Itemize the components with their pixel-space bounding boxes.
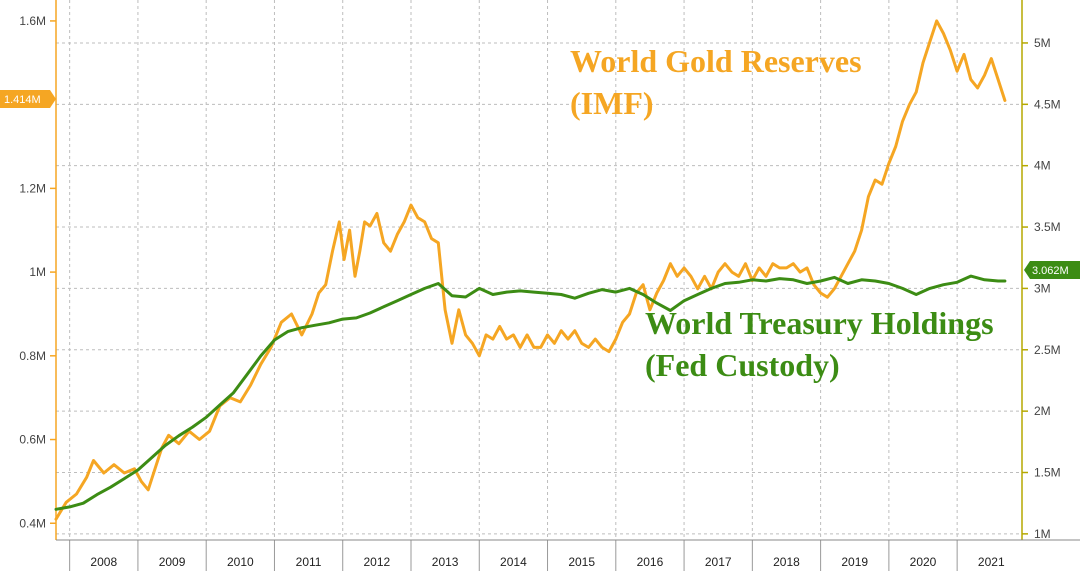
x-tick-label: 2020 — [910, 555, 937, 569]
right-tick-label: 4M — [1034, 159, 1051, 173]
left-tick-label: 0.4M — [19, 516, 46, 530]
gold-series-label-line2: (IMF) — [570, 85, 654, 121]
gold-series-label-line1: World Gold Reserves — [570, 43, 862, 79]
right-tick-label: 3M — [1034, 281, 1051, 295]
x-tick-label: 2014 — [500, 555, 527, 569]
left-tick-label: 1.6M — [19, 14, 46, 28]
right-axis-ticks: 1M 1.5M 2M 2.5M 3M 3.5M 4M 4.5M 5M — [1022, 36, 1061, 541]
right-tick-label: 3.5M — [1034, 220, 1061, 234]
x-tick-label: 2012 — [364, 555, 391, 569]
left-tick-label: 1M — [29, 265, 46, 279]
right-tick-label: 4.5M — [1034, 97, 1061, 111]
treasury-last-value-badge: 3.062M — [1024, 261, 1080, 279]
right-tick-label: 5M — [1034, 36, 1051, 50]
treasury-series-label-line1: World Treasury Holdings — [645, 305, 994, 341]
x-tick-label: 2016 — [637, 555, 664, 569]
treasury-series-label-line2: (Fed Custody) — [645, 347, 840, 383]
gold-badge-shape — [0, 90, 56, 108]
x-tick-label: 2017 — [705, 555, 732, 569]
x-tick-label: 2013 — [432, 555, 459, 569]
right-tick-label: 1M — [1034, 527, 1051, 541]
treasury-badge-shape — [1024, 261, 1080, 279]
right-tick-label: 2M — [1034, 404, 1051, 418]
left-tick-label: 1.2M — [19, 181, 46, 195]
x-tick-label: 2011 — [296, 555, 322, 569]
x-tick-label: 2015 — [568, 555, 595, 569]
left-tick-label: 0.6M — [19, 433, 46, 447]
x-tick-label: 2018 — [773, 555, 800, 569]
gold-reserves-line — [54, 19, 1007, 521]
x-tick-label: 2021 — [978, 555, 1005, 569]
left-tick-label: 0.8M — [19, 349, 46, 363]
treasury-badge-text: 3.062M — [1032, 265, 1069, 277]
gold-badge-text: 1.414M — [4, 94, 41, 106]
left-axis-ticks: 0.4M 0.6M 0.8M 1M 1.2M 1.6M — [19, 14, 56, 530]
x-tick-label: 2019 — [841, 555, 868, 569]
series-lines — [54, 19, 1007, 521]
x-axis-ticks: 2008 2009 2010 2011 2012 2013 2014 2015 2016 2017… — [90, 555, 1005, 569]
treasury-holdings-line — [54, 274, 1007, 511]
x-tick-label: 2010 — [227, 555, 254, 569]
right-tick-label: 2.5M — [1034, 343, 1061, 357]
right-tick-label: 1.5M — [1034, 466, 1061, 480]
x-tick-label: 2008 — [90, 555, 117, 569]
x-tick-label: 2009 — [159, 555, 186, 569]
axes — [55, 0, 1080, 571]
gold-last-value-badge: 1.414M — [0, 90, 56, 108]
